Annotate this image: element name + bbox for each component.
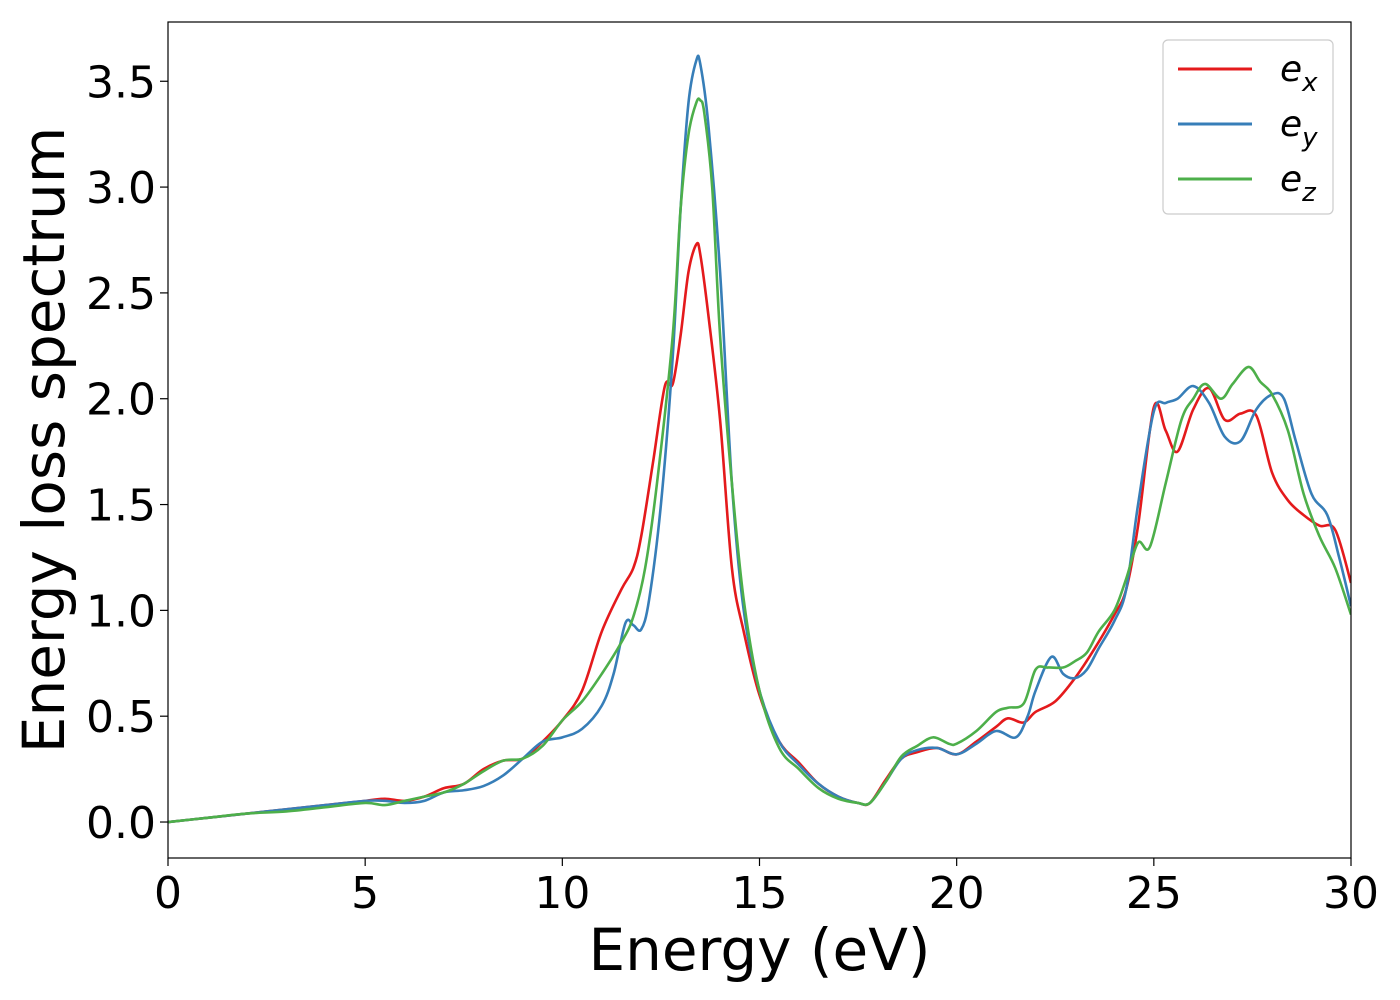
x-axis-label: Energy (eV)	[588, 916, 930, 984]
x-tick-label: 25	[1126, 868, 1182, 919]
y-tick-label: 3.0	[86, 163, 156, 214]
y-tick-label: 1.0	[86, 586, 156, 637]
series-line-e-y	[168, 54, 1351, 824]
x-tick-label: 10	[534, 868, 590, 919]
legend: ex ey ez	[1162, 39, 1334, 215]
y-tick-label: 3.5	[86, 57, 156, 108]
series-line-e-x	[168, 241, 1351, 824]
legend-label: ex	[1280, 49, 1318, 98]
legend-label: ey	[1280, 104, 1318, 153]
x-tick-label: 5	[351, 868, 379, 919]
x-tick-label: 20	[929, 868, 985, 919]
y-axis-ticks: 0.0 0.5 1.0 1.5 2.0 2.5 3.0 3.5	[86, 57, 168, 849]
x-tick-label: 15	[732, 868, 788, 919]
y-tick-label: 0.0	[86, 798, 156, 849]
y-tick-label: 2.5	[86, 269, 156, 320]
series-layer	[168, 54, 1351, 824]
plot-area-frame	[167, 21, 1352, 859]
legend-label: ez	[1280, 159, 1317, 208]
legend-box	[1162, 39, 1334, 215]
y-tick-label: 0.5	[86, 692, 156, 743]
y-tick-label: 1.5	[86, 481, 156, 532]
x-tick-label: 0	[154, 868, 182, 919]
x-tick-label: 30	[1323, 868, 1379, 919]
x-axis-ticks: 0 5 10 15 20 25 30	[154, 858, 1379, 919]
y-axis-label: Energy loss spectrum	[10, 127, 78, 753]
y-tick-label: 2.0	[86, 375, 156, 426]
series-line-e-z	[168, 97, 1351, 824]
